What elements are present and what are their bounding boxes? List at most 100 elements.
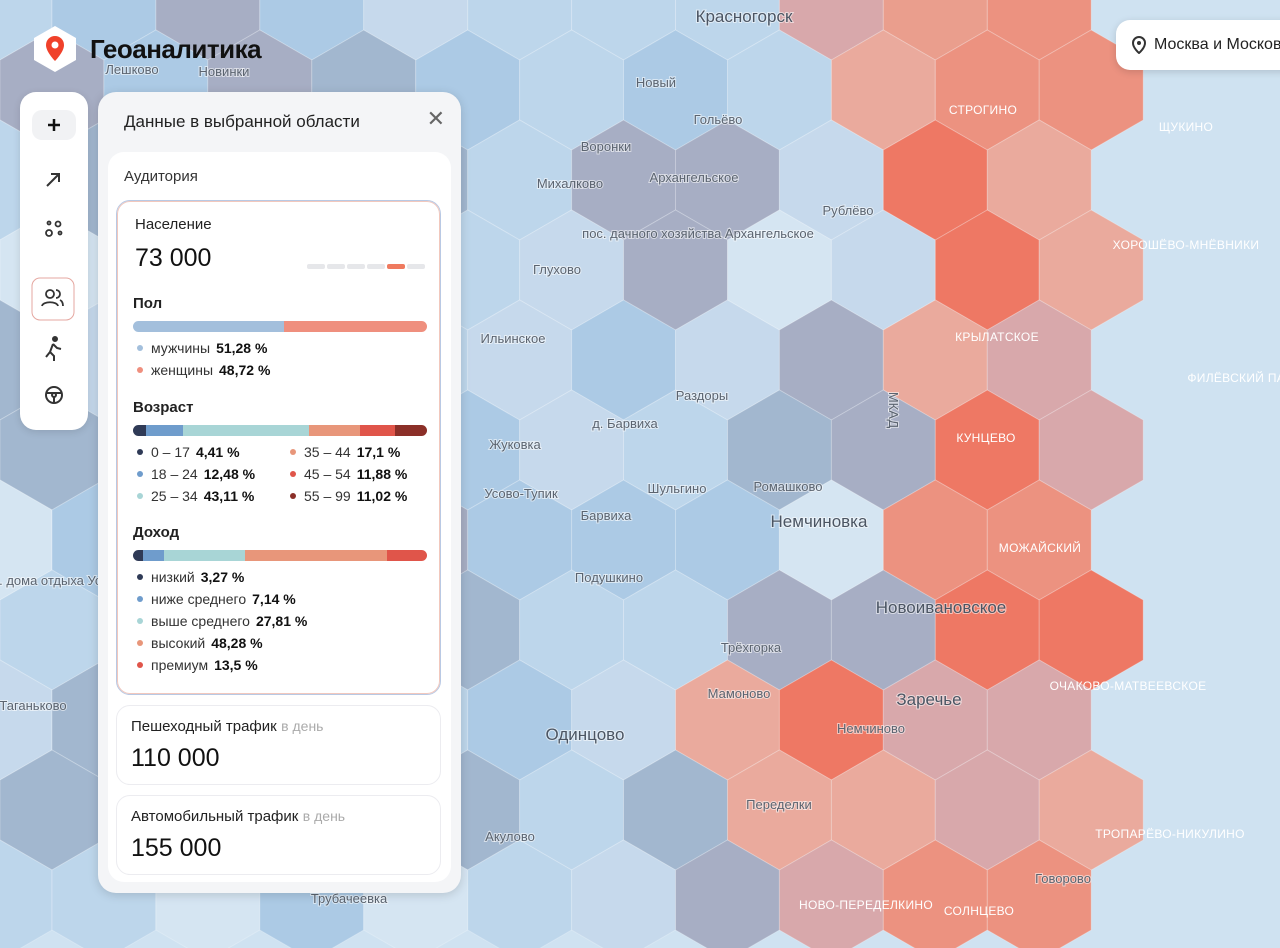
- legend-value: 51,28 %: [216, 340, 268, 356]
- map-label: Барвиха: [581, 508, 633, 523]
- toolbar: [20, 92, 88, 430]
- map-label: МКАД: [886, 392, 901, 429]
- income-segment: [245, 550, 388, 561]
- gender-legend-item: мужчины 51,28 %: [137, 340, 267, 356]
- hex-cell[interactable]: [986, 839, 1092, 948]
- age-segment: [394, 425, 427, 436]
- legend-value: 4,41 %: [195, 444, 240, 460]
- gender-segment: [133, 321, 284, 332]
- audience-section: Аудитория Население 73 000 Пол Возраст Д…: [108, 152, 451, 882]
- map-label: Глухово: [533, 262, 581, 277]
- map-label: Архангельское: [650, 170, 739, 185]
- legend-value: 43,11 %: [203, 488, 255, 504]
- legend-value: 27,81 %: [255, 613, 308, 629]
- legend-value: 3,27 %: [200, 569, 245, 585]
- legend-dot: [137, 367, 143, 373]
- map-label: СОЛНЦЕВО: [944, 904, 1014, 918]
- gender-segment: [283, 321, 427, 332]
- map-label: ЩУКИНО: [1159, 120, 1213, 134]
- age-legend-item: 35 – 44 17,1 %: [290, 444, 400, 460]
- car-tool[interactable]: [45, 386, 63, 404]
- age-legend-item: 45 – 54 11,88 %: [290, 466, 407, 482]
- map-label: НОВО-ПЕРЕДЕЛКИНО: [799, 898, 933, 912]
- age-segment: [133, 425, 146, 436]
- gender-bar: [133, 321, 427, 332]
- pedestrian-card[interactable]: Пешеходный трафик в день 110 000: [116, 705, 441, 785]
- map-label: Акулово: [485, 829, 535, 844]
- population-card[interactable]: Население 73 000 Пол Возраст Доход мужчи…: [116, 200, 441, 695]
- map-label: Заречье: [896, 690, 961, 709]
- points-tool[interactable]: [45, 220, 63, 237]
- map-label: Мамоново: [708, 686, 771, 701]
- map-label: Говорово: [1035, 871, 1091, 886]
- legend-dot: [290, 449, 296, 455]
- age-legend-item: 0 – 17 4,41 %: [137, 444, 240, 460]
- audience-tool[interactable]: [31, 277, 75, 321]
- pedestrian-value: 110 000: [131, 744, 220, 772]
- map-label: Раздоры: [676, 388, 728, 403]
- age-legend-item: 18 – 24 12,48 %: [137, 466, 255, 482]
- age-bar: [133, 425, 427, 436]
- map-label: СТРОГИНО: [949, 103, 1017, 117]
- map-label: ТРОПАРЁВО-НИКУЛИНО: [1095, 827, 1245, 841]
- car-value: 155 000: [131, 834, 222, 862]
- population-label: Население: [135, 216, 212, 233]
- car-unit: в день: [302, 808, 346, 824]
- legend-name: мужчины: [151, 340, 211, 356]
- map-label: Рублёво: [823, 203, 874, 218]
- section-title: Аудитория: [124, 168, 198, 185]
- legend-value: 7,14 %: [252, 591, 296, 607]
- legend-name: высокий: [151, 635, 206, 651]
- pin-icon: [1131, 36, 1147, 54]
- map-label: Одинцово: [546, 725, 625, 744]
- income-segment: [163, 550, 246, 561]
- brand[interactable]: Геоаналитика: [30, 24, 262, 74]
- walk-tool[interactable]: [45, 336, 62, 361]
- population-value: 73 000: [135, 244, 212, 272]
- legend-dot: [137, 618, 143, 624]
- legend-name: 25 – 34: [151, 488, 198, 504]
- map-label: Михалково: [537, 176, 603, 191]
- map-label: Ромашково: [754, 479, 823, 494]
- legend-dot: [137, 345, 143, 351]
- map-label: ОЧАКОВО-МАТВЕЕВСКОЕ: [1050, 679, 1207, 693]
- legend-value: 12,48 %: [203, 466, 256, 482]
- gender-legend-item: женщины 48,72 %: [137, 362, 270, 378]
- legend-value: 48,28 %: [211, 635, 263, 651]
- income-title: Доход: [133, 524, 180, 541]
- panel-title: Данные в выбранной области: [124, 112, 360, 131]
- map-label: КРЫЛАТСКОЕ: [955, 330, 1039, 344]
- legend-name: женщины: [151, 362, 214, 378]
- income-segment: [387, 550, 427, 561]
- legend-dot: [137, 493, 143, 499]
- legend-name: премиум: [151, 657, 209, 673]
- income-segment: [142, 550, 164, 561]
- arrow-tool[interactable]: [46, 173, 60, 187]
- income-legend-item: выше среднего 27,81 %: [137, 613, 307, 629]
- close-button[interactable]: ✕: [426, 106, 445, 131]
- map-label: Новинки: [199, 64, 250, 79]
- map-label: Ильинское: [481, 331, 546, 346]
- legend-name: 0 – 17: [151, 444, 190, 460]
- legend-name: 18 – 24: [151, 466, 198, 482]
- map-label: Немчиново: [837, 721, 905, 736]
- legend-name: выше среднего: [151, 613, 250, 629]
- car-card[interactable]: Автомобильный трафик в день 155 000: [116, 795, 441, 875]
- legend-dot: [137, 596, 143, 602]
- legend-name: низкий: [151, 569, 195, 585]
- age-segment: [359, 425, 395, 436]
- legend-dot: [137, 471, 143, 477]
- legend-value: 11,88 %: [356, 466, 408, 482]
- tool-icons: [31, 110, 76, 404]
- density-indicator: [307, 264, 425, 269]
- location-button[interactable]: Москва и Московс: [1116, 20, 1280, 70]
- legend-dot: [137, 574, 143, 580]
- car-label: Автомобильный трафик: [131, 808, 299, 825]
- legend-dot: [290, 471, 296, 477]
- legend-dot: [137, 662, 143, 668]
- income-legend-item: высокий 48,28 %: [137, 635, 263, 651]
- legend-value: 17,1 %: [356, 444, 401, 460]
- map-label: Трёхгорка: [721, 640, 782, 655]
- legend-name: ниже среднего: [151, 591, 247, 607]
